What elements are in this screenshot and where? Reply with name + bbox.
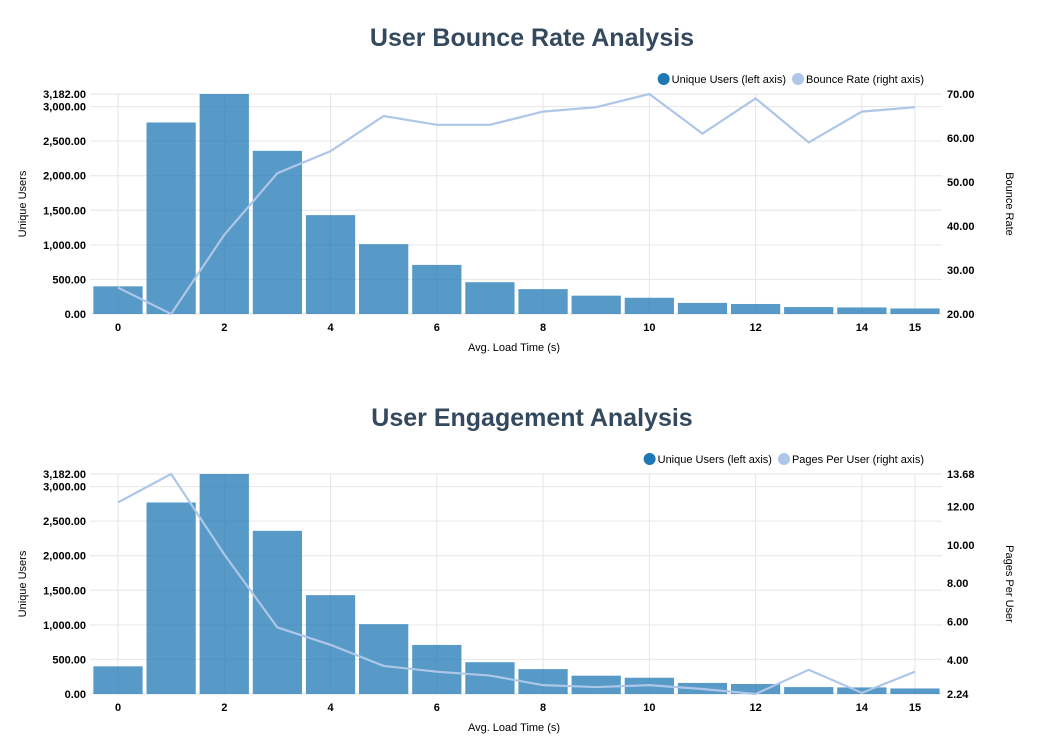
x-tick-label: 8 — [540, 322, 546, 334]
y2-tick-label: 12.00 — [947, 501, 975, 513]
engagement-chart: 0.00 500.00 1,000.00 1,500.00 2,000.00 2,500.… — [17, 453, 1015, 734]
x-tick-label: 2 — [221, 322, 227, 334]
y2-tick-label: 70.00 — [947, 89, 975, 101]
x-tick-label: 2 — [221, 702, 227, 714]
bar — [571, 295, 621, 314]
bar — [146, 502, 196, 694]
x-tick-label: 14 — [856, 702, 869, 714]
legend: Bounce Rate (right axis) Unique Users (le… — [657, 73, 924, 86]
x-axis-label: Avg. Load Time (s) — [468, 722, 560, 734]
y2-tick-label: 10.00 — [947, 540, 975, 552]
legend-item-label: Bounce Rate (right axis) — [806, 74, 924, 86]
y-tick-label: 2,500.00 — [43, 516, 86, 528]
x-tick-label: 10 — [643, 702, 655, 714]
bar — [93, 286, 143, 314]
x-tick-label: 6 — [434, 702, 440, 714]
x-tick-label: 0 — [115, 322, 121, 334]
legend-marker — [792, 73, 804, 85]
bar — [784, 687, 834, 694]
bar — [837, 307, 887, 314]
bar — [890, 308, 940, 314]
y2-tick-label: 40.00 — [947, 221, 975, 233]
bar — [890, 688, 940, 694]
bar — [730, 683, 781, 694]
bounce-rate-chart: 0.00 500.00 1,000.00 1,500.00 2,000.00 2,500.… — [17, 73, 1015, 354]
y-tick-label: 1,500.00 — [43, 205, 86, 217]
y2-tick-label: 30.00 — [947, 265, 975, 277]
legend-item-label: Unique Users (left axis) — [658, 454, 772, 466]
y2-axis-label: Bounce Rate — [1003, 172, 1015, 236]
y-tick-label: 3,000.00 — [43, 482, 86, 494]
bar — [252, 150, 303, 314]
y2-tick-label: 2.24 — [947, 689, 969, 701]
bar — [624, 297, 674, 314]
series-line — [117, 472, 916, 696]
bar — [784, 307, 834, 314]
y-tick-label: 3,000.00 — [43, 102, 86, 114]
y2-tick-label: 4.00 — [947, 655, 968, 667]
y-tick-label: 2,000.00 — [43, 551, 86, 563]
x-tick-label: 15 — [909, 322, 921, 334]
legend-marker — [643, 453, 656, 465]
y-tick-label: 1,000.00 — [43, 620, 86, 632]
x-tick-label: 12 — [749, 702, 761, 714]
bar — [146, 122, 196, 314]
bar — [93, 666, 143, 694]
x-tick-label: 10 — [643, 322, 655, 334]
x-tick-label: 6 — [434, 322, 440, 334]
bar — [465, 282, 515, 314]
x-tick-label: 15 — [909, 702, 921, 714]
y-tick-label: 1,500.00 — [43, 585, 86, 597]
legend-item-label: Pages Per User (right axis) — [792, 454, 924, 466]
legend-marker — [657, 73, 670, 85]
series-line — [117, 92, 916, 316]
y-tick-label: 0.00 — [65, 309, 86, 321]
x-tick-label: 4 — [327, 702, 334, 714]
x-axis-label: Avg. Load Time (s) — [468, 342, 560, 354]
y-tick-label: 500.00 — [52, 274, 86, 286]
y-tick-label: 3,182.00 — [43, 89, 86, 101]
chart-title-engagement: User Engagement Analysis — [371, 404, 693, 432]
bar — [677, 302, 728, 314]
y2-tick-label: 13.68 — [947, 469, 975, 481]
legend-marker — [777, 453, 790, 465]
y2-tick-label: 20.00 — [947, 309, 975, 321]
bar — [252, 530, 303, 694]
bar — [199, 94, 249, 314]
bar — [571, 675, 621, 694]
y-tick-label: 3,182.00 — [43, 469, 86, 481]
chart-title-bounce: User Bounce Rate Analysis — [369, 24, 695, 52]
y2-tick-label: 8.00 — [947, 578, 968, 590]
x-tick-label: 0 — [115, 702, 121, 714]
legend-item-label: Unique Users (left axis) — [672, 74, 786, 86]
y-tick-label: 0.00 — [65, 689, 86, 701]
y-axis-label: Unique Users — [17, 170, 29, 237]
x-tick-label: 12 — [749, 322, 761, 334]
bar — [359, 244, 409, 314]
plot-area — [90, 92, 942, 316]
y2-tick-label: 6.00 — [947, 617, 968, 629]
legend: Pages Per User (right axis) Unique Users … — [643, 453, 924, 466]
y-tick-label: 1,000.00 — [43, 240, 86, 252]
y-tick-label: 500.00 — [52, 654, 86, 666]
y2-tick-label: 60.00 — [947, 133, 975, 145]
x-tick-label: 8 — [540, 702, 546, 714]
bar — [837, 687, 887, 694]
y-axis-label: Unique Users — [17, 550, 29, 617]
bar — [199, 474, 249, 694]
y-tick-label: 2,500.00 — [43, 136, 86, 148]
bar — [730, 303, 781, 314]
y-tick-label: 2,000.00 — [43, 171, 86, 183]
bar — [412, 264, 462, 314]
y2-tick-label: 50.00 — [947, 177, 975, 189]
bar — [305, 215, 356, 314]
bar — [518, 289, 568, 314]
plot-area — [90, 472, 942, 696]
y2-axis-label: Pages Per User — [1003, 545, 1015, 623]
x-tick-label: 14 — [856, 322, 869, 334]
x-tick-label: 4 — [327, 322, 334, 334]
